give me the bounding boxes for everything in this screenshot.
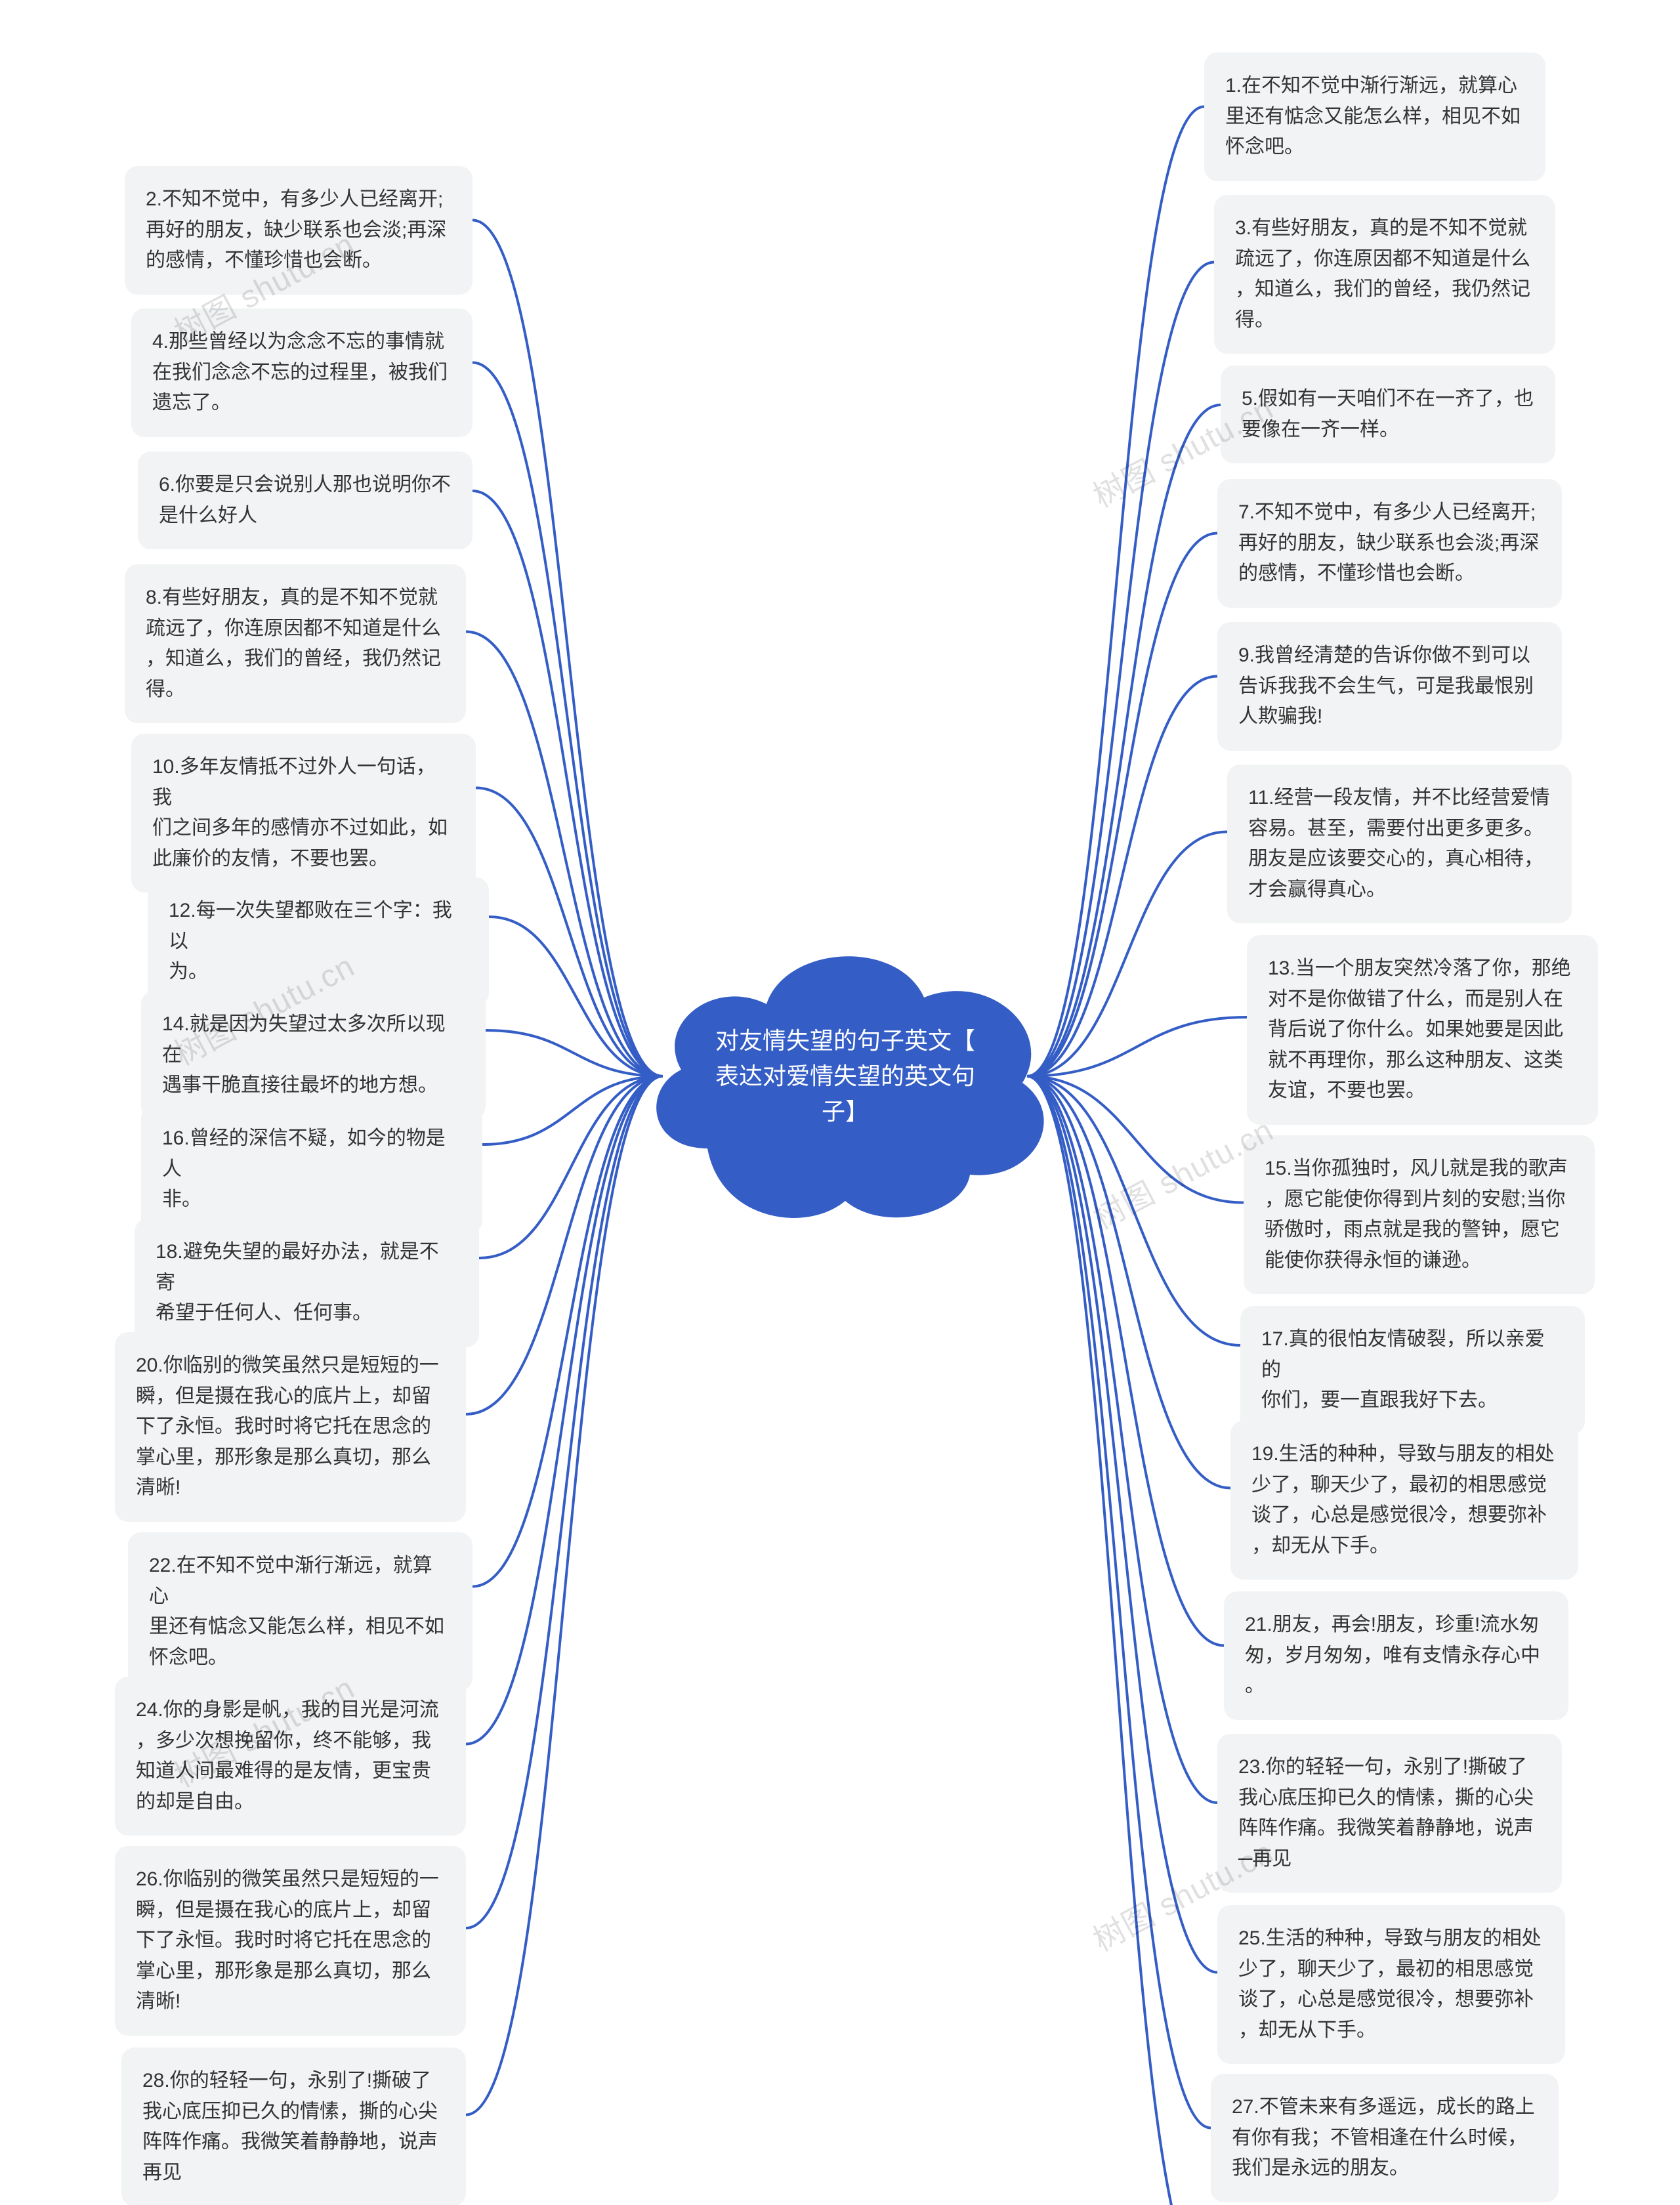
mindmap-canvas: 对友情失望的句子英文【表达对爱情失望的英文句子】 2.不知不觉中，有多少人已经离开… <box>0 0 1680 2205</box>
node-text: 24.你的身影是帆，我的目光是河流，多少次想挽留你，终不能够，我知道人间最难得的… <box>136 1699 439 1813</box>
node-text: 27.不管未来有多遥远，成长的路上有你有我；不管相逢在什么时候，我们是永远的朋友… <box>1232 2096 1535 2179</box>
node-text: 6.你要是只会说别人那也说明你不是什么好人 <box>159 474 451 526</box>
node-text: 2.不知不觉中，有多少人已经离开;再好的朋友，缺少联系也会淡;再深的感情，不懂珍… <box>146 188 446 271</box>
right-node: 5.假如有一天咱们不在一齐了，也要像在一齐一样。 <box>1221 366 1555 463</box>
left-node: 4.那些曾经以为念念不忘的事情就在我们念念不忘的过程里，被我们遗忘了。 <box>131 308 472 437</box>
left-node: 10.多年友情抵不过外人一句话，我们之间多年的感情亦不过如此，如此廉价的友情，不… <box>131 734 476 892</box>
right-node: 19.生活的种种，导致与朋友的相处少了，聊天少了，最初的相思感觉谈了，心总是感觉… <box>1230 1421 1578 1580</box>
right-node: 23.你的轻轻一句，永别了!撕破了我心底压抑已久的情愫，撕的心尖阵阵作痛。我微笑… <box>1217 1734 1562 1893</box>
left-node: 6.你要是只会说别人那也说明你不是什么好人 <box>138 452 472 549</box>
left-node: 14.就是因为失望过太多次所以现在遇事干脆直接往最坏的地方想。 <box>141 991 486 1120</box>
right-node: 21.朋友，再会!朋友，珍重!流水匆匆，岁月匆匆，唯有支情永存心中。 <box>1224 1591 1568 1720</box>
left-node: 26.你临别的微笑虽然只是短短的一瞬，但是摄在我心的底片上，却留下了永恒。我时时… <box>115 1846 466 2036</box>
node-text: 10.多年友情抵不过外人一句话，我们之间多年的感情亦不过如此，如此廉价的友情，不… <box>152 756 448 870</box>
node-text: 22.在不知不觉中渐行渐远，就算心里还有惦念又能怎么样，相见不如怀念吧。 <box>149 1555 444 1668</box>
node-text: 20.你临别的微笑虽然只是短短的一瞬，但是摄在我心的底片上，却留下了永恒。我时时… <box>136 1354 439 1498</box>
node-text: 4.那些曾经以为念念不忘的事情就在我们念念不忘的过程里，被我们遗忘了。 <box>152 331 448 413</box>
node-text: 18.避免失望的最好办法，就是不寄希望于任何人、任何事。 <box>156 1241 439 1324</box>
right-node: 27.不管未来有多遥远，成长的路上有你有我；不管相逢在什么时候，我们是永远的朋友… <box>1211 2074 1559 2202</box>
right-node: 13.当一个朋友突然冷落了你，那绝对不是你做错了什么，而是别人在背后说了你什么。… <box>1247 935 1598 1125</box>
right-node: 7.不知不觉中，有多少人已经离开;再好的朋友，缺少联系也会淡;再深的感情，不懂珍… <box>1217 479 1562 608</box>
node-text: 16.曾经的深信不疑，如今的物是人非。 <box>162 1127 446 1210</box>
node-text: 17.真的很怕友情破裂，所以亲爱的你们，要一直跟我好下去。 <box>1261 1328 1545 1411</box>
left-node: 16.曾经的深信不疑，如今的物是人非。 <box>141 1105 482 1234</box>
node-text: 7.不知不觉中，有多少人已经离开;再好的朋友，缺少联系也会淡;再深的感情，不懂珍… <box>1238 501 1539 584</box>
node-text: 3.有些好朋友，真的是不知不觉就疏远了，你连原因都不知道是什么，知道么，我们的曾… <box>1235 217 1530 331</box>
node-text: 23.你的轻轻一句，永别了!撕破了我心底压抑已久的情愫，撕的心尖阵阵作痛。我微笑… <box>1238 1756 1534 1870</box>
right-node: 3.有些好朋友，真的是不知不觉就疏远了，你连原因都不知道是什么，知道么，我们的曾… <box>1214 195 1555 354</box>
node-text: 26.你临别的微笑虽然只是短短的一瞬，但是摄在我心的底片上，却留下了永恒。我时时… <box>136 1868 439 2012</box>
node-text: 25.生活的种种，导致与朋友的相处少了，聊天少了，最初的相思感觉谈了，心总是感觉… <box>1238 1927 1542 2041</box>
center-topic-label: 对友情失望的句子英文【表达对爱情失望的英文句子】 <box>682 1023 1008 1129</box>
node-text: 11.经营一段友情，并不比经营爱情容易。甚至，需要付出更多更多。朋友是应该要交心… <box>1248 787 1549 900</box>
left-node: 24.你的身影是帆，我的目光是河流，多少次想挽留你，终不能够，我知道人间最难得的… <box>115 1677 466 1836</box>
right-node: 11.经营一段友情，并不比经营爱情容易。甚至，需要付出更多更多。朋友是应该要交心… <box>1227 765 1572 923</box>
right-node: 1.在不知不觉中渐行渐远，就算心里还有惦念又能怎么样，相见不如怀念吧。 <box>1204 52 1545 181</box>
left-node: 28.你的轻轻一句，永别了!撕破了我心底压抑已久的情愫，撕的心尖阵阵作痛。我微笑… <box>121 2048 466 2205</box>
node-text: 14.就是因为失望过太多次所以现在遇事干脆直接往最坏的地方想。 <box>162 1013 446 1096</box>
node-text: 19.生活的种种，导致与朋友的相处少了，聊天少了，最初的相思感觉谈了，心总是感觉… <box>1251 1443 1555 1557</box>
right-node: 25.生活的种种，导致与朋友的相处少了，聊天少了，最初的相思感觉谈了，心总是感觉… <box>1217 1905 1565 2064</box>
node-text: 5.假如有一天咱们不在一齐了，也要像在一齐一样。 <box>1242 388 1534 440</box>
node-text: 1.在不知不觉中渐行渐远，就算心里还有惦念又能怎么样，相见不如怀念吧。 <box>1225 75 1521 158</box>
node-text: 21.朋友，再会!朋友，珍重!流水匆匆，岁月匆匆，唯有支情永存心中。 <box>1245 1614 1540 1696</box>
left-node: 12.每一次失望都败在三个字：我以为。 <box>148 877 489 1006</box>
node-text: 8.有些好朋友，真的是不知不觉就疏远了，你连原因都不知道是什么，知道么，我们的曾… <box>146 587 441 700</box>
left-node: 20.你临别的微笑虽然只是短短的一瞬，但是摄在我心的底片上，却留下了永恒。我时时… <box>115 1332 466 1522</box>
right-node: 15.当你孤独时，风儿就是我的歌声，愿它能使你得到片刻的安慰;当你骄傲时，雨点就… <box>1244 1135 1595 1294</box>
node-text: 15.当你孤独时，风儿就是我的歌声，愿它能使你得到片刻的安慰;当你骄傲时，雨点就… <box>1265 1158 1568 1271</box>
left-node: 8.有些好朋友，真的是不知不觉就疏远了，你连原因都不知道是什么，知道么，我们的曾… <box>125 564 466 723</box>
right-node: 17.真的很怕友情破裂，所以亲爱的你们，要一直跟我好下去。 <box>1240 1306 1585 1435</box>
center-topic: 对友情失望的句子英文【表达对爱情失望的英文句子】 <box>635 925 1055 1227</box>
left-node: 22.在不知不觉中渐行渐远，就算心里还有惦念又能怎么样，相见不如怀念吧。 <box>128 1532 472 1691</box>
node-text: 12.每一次失望都败在三个字：我以为。 <box>169 900 452 982</box>
left-node: 18.避免失望的最好办法，就是不寄希望于任何人、任何事。 <box>135 1219 479 1347</box>
node-text: 9.我曾经清楚的告诉你做不到可以告诉我我不会生气，可是我最恨别人欺骗我! <box>1238 644 1534 727</box>
node-text: 13.当一个朋友突然冷落了你，那绝对不是你做错了什么，而是别人在背后说了你什么。… <box>1268 957 1571 1101</box>
right-node: 9.我曾经清楚的告诉你做不到可以告诉我我不会生气，可是我最恨别人欺骗我! <box>1217 622 1562 751</box>
node-text: 28.你的轻轻一句，永别了!撕破了我心底压抑已久的情愫，撕的心尖阵阵作痛。我微笑… <box>142 2070 438 2183</box>
left-node: 2.不知不觉中，有多少人已经离开;再好的朋友，缺少联系也会淡;再深的感情，不懂珍… <box>125 166 472 295</box>
